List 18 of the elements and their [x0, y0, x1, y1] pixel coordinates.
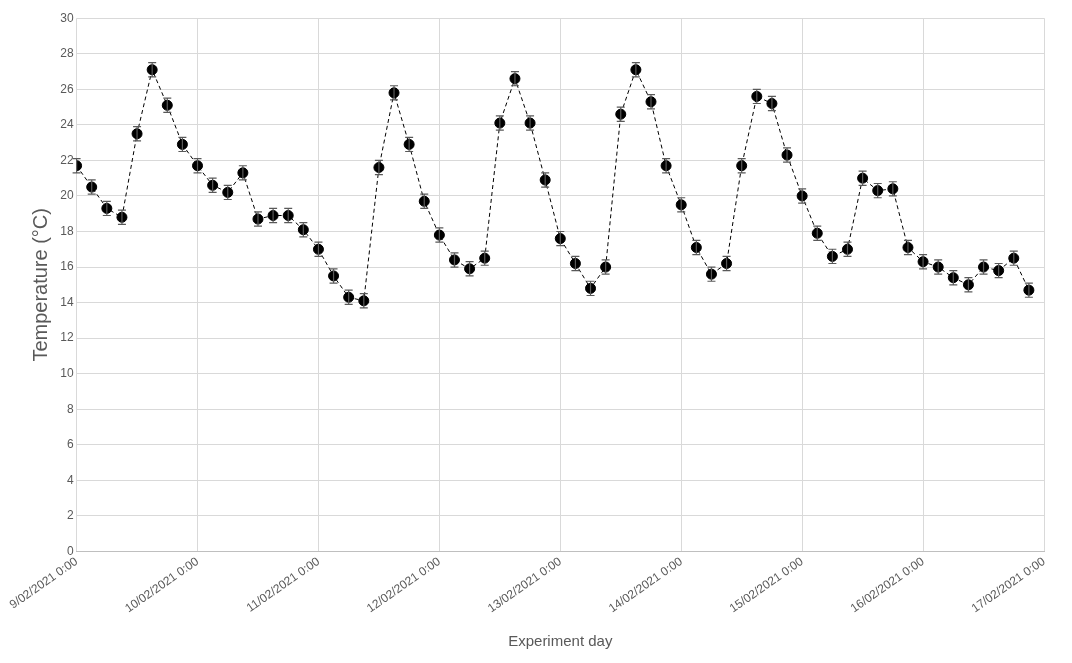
y-tick-label: 20 — [60, 188, 74, 203]
y-tick-label: 24 — [60, 117, 74, 132]
y-tick-label: 2 — [66, 508, 74, 523]
y-tick-label: 4 — [66, 472, 74, 487]
y-tick-label: 12 — [60, 330, 74, 345]
y-tick-label: 10 — [60, 366, 74, 381]
y-tick-label: 16 — [60, 259, 74, 274]
y-tick-label: 22 — [60, 152, 74, 167]
x-axis-title: Experiment day — [508, 632, 613, 650]
y-tick-label: 8 — [66, 401, 74, 416]
y-tick-label: 6 — [66, 437, 74, 452]
y-tick-label: 14 — [60, 294, 74, 309]
y-tick-label: 26 — [60, 81, 74, 96]
y-tick-label: 28 — [60, 46, 74, 61]
y-tick-label: 30 — [60, 10, 74, 25]
y-tick-label: 0 — [66, 543, 74, 558]
y-tick-label: 18 — [60, 223, 74, 238]
y-axis-title: Temperature (°C) — [28, 208, 51, 362]
